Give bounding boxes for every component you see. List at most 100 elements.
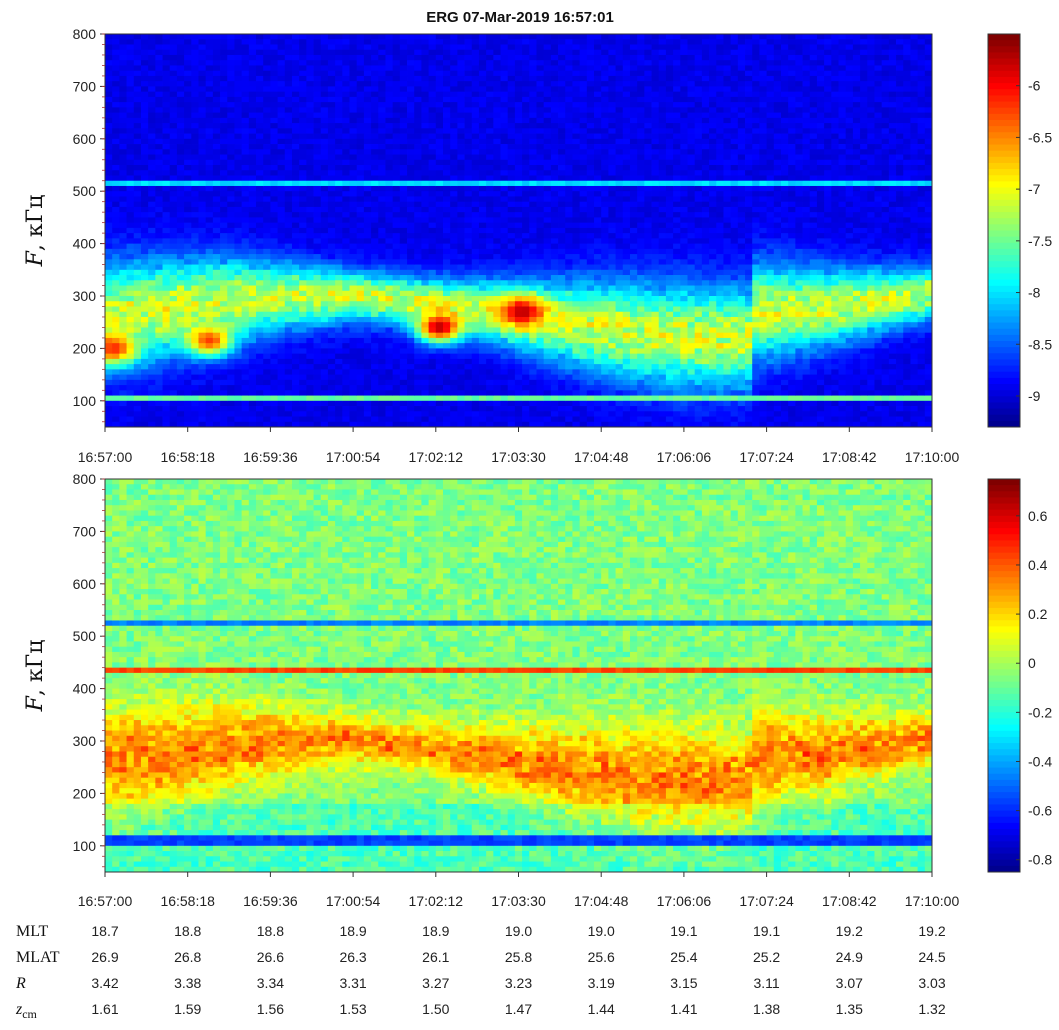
heatmap-cell-3642 [450,254,458,260]
heatmap-cell-888 [184,364,192,370]
heatmap-cell-347 [133,280,142,286]
heatmap-cell-2042 [299,123,307,129]
heatmap-cell-1721 [263,406,271,412]
heatmap-cell-757 [176,70,185,77]
heatmap-cell-986 [198,91,207,98]
heatmap-cell-3195 [407,269,415,276]
heatmap-cell-4024 [486,290,494,297]
heatmap-cell-2090 [299,374,307,381]
heatmap-cell-3767 [464,123,473,129]
heatmap-cell-4055 [493,60,501,66]
heatmap-cell-1999 [291,290,300,297]
heatmap-cell-2092 [299,385,307,391]
heatmap-cell-594 [155,395,163,402]
heatmap-cell-2514 [342,238,350,244]
heatmap-cell-4892 [572,123,581,129]
heatmap-cell-51 [105,301,113,307]
heatmap-cell-2641 [356,117,365,124]
heatmap-cell-4984 [579,212,588,218]
heatmap-cell-2303 [320,311,329,318]
heatmap-cell-786 [176,222,185,229]
heatmap-cell-3395 [428,138,437,145]
heatmap-cell-4467 [529,254,537,260]
heatmap-cell-3415 [428,243,437,250]
heatmap-cell-3614 [450,107,458,113]
heatmap-cell-289 [126,369,135,375]
heatmap-cell-4244 [507,264,516,271]
heatmap-cell-3386 [428,91,437,98]
heatmap-cell-1431 [241,65,250,72]
heatmap-cell-1265 [220,374,228,381]
heatmap-cell-2908 [378,337,386,344]
heatmap-cell-417 [140,254,149,260]
heatmap-cell-1971 [291,144,300,150]
heatmap-cell-1349 [227,421,235,428]
heatmap-cell-3817 [464,385,473,391]
heatmap-cell-2308 [320,337,329,344]
heatmap-cell-3012 [392,96,401,103]
heatmap-cell-3946 [478,275,487,281]
heatmap-cell-3728 [457,311,465,318]
heatmap-cell-3768 [464,128,473,134]
heatmap-cell-3030 [392,191,401,197]
heatmap-cell-4578 [543,49,552,56]
heatmap-cell-1350 [234,34,243,40]
heatmap-cell-3484 [435,212,444,218]
heatmap-cell-2813 [371,233,379,239]
heatmap-cell-64 [105,369,113,375]
heatmap-cell-4939 [572,369,581,375]
heatmap-cell-1500 [248,34,257,40]
heatmap-cell-788 [176,233,185,239]
heatmap-cell-2117 [306,123,314,129]
heatmap-cell-1672 [263,149,271,155]
heatmap-cell-67 [105,385,113,391]
heatmap-cell-409 [140,212,149,218]
heatmap-cell-3668 [450,390,458,396]
heatmap-cell-1053 [205,49,214,56]
heatmap-cell-1798 [270,416,278,423]
heatmap-cell-4453 [529,180,537,187]
heatmap-cell-4460 [529,217,537,224]
heatmap-cell-2394 [327,395,336,402]
heatmap-cell-4350 [522,34,530,40]
heatmap-cell-1503 [248,49,257,56]
heatmap-cell-4780 [558,322,566,328]
heatmap-cell-4130 [500,60,509,66]
heatmap-cell-4719 [550,395,559,402]
heatmap-cell-282 [126,332,135,339]
heatmap-cell-3563 [442,233,451,239]
heatmap-cell-1000 [198,165,207,171]
heatmap-cell-1520 [248,138,257,145]
heatmap-cell-126 [112,301,120,307]
heatmap-cell-1078 [205,180,214,187]
heatmap-cell-671 [162,406,171,412]
heatmap-cell-3530 [442,60,451,66]
heatmap-cell-4438 [529,102,537,108]
heatmap-cell-3701 [457,170,465,176]
heatmap-cell-1979 [291,185,300,192]
heatmap-cell-559 [155,212,163,218]
heatmap-cell-2558 [349,75,358,82]
heatmap-cell-4662 [550,96,559,103]
heatmap-cell-3795 [464,269,473,276]
heatmap-cell-2191 [313,117,322,124]
heatmap-cell-1515 [248,112,257,119]
heatmap-cell-2611 [349,353,358,360]
heatmap-cell-2610 [349,348,358,355]
heatmap-cell-4132 [500,70,509,77]
heatmap-cell-3638 [450,233,458,239]
heatmap-cell-2980 [385,322,394,328]
heatmap-cell-2296 [320,275,329,281]
heatmap-cell-3652 [450,306,458,313]
heatmap-cell-3963 [478,364,487,370]
heatmap-cell-4842 [565,254,573,260]
heatmap-cell-2245 [313,400,322,407]
heatmap-cell-1106 [205,327,214,334]
heatmap-cell-370 [133,400,142,407]
heatmap-cell-1472 [241,280,250,286]
heatmap-cell-425 [140,296,149,302]
heatmap-cell-3664 [450,369,458,375]
heatmap-cell-3579 [442,316,451,323]
heatmap-cell-3277 [414,306,422,313]
heatmap-cell-1253 [220,311,228,318]
